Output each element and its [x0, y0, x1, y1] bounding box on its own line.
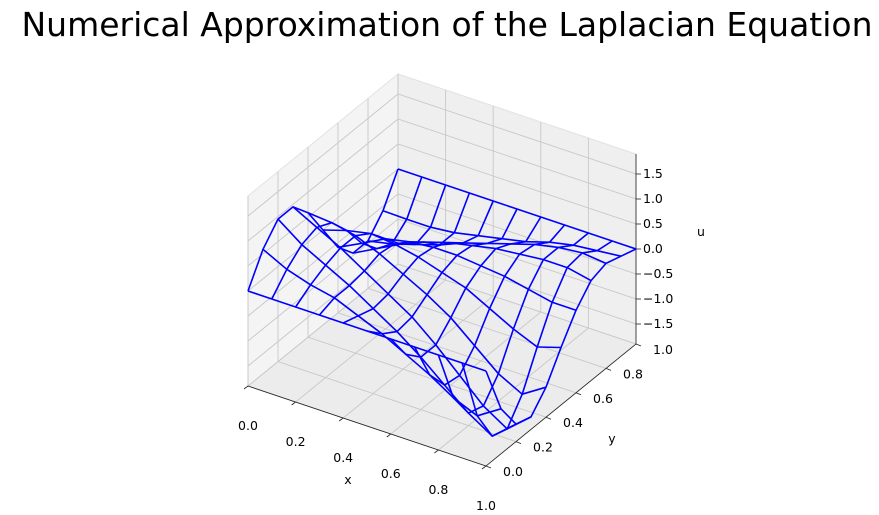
- wire-line-y: [382, 209, 622, 257]
- z-tick-label: 0.0: [643, 241, 663, 256]
- x-tick-label: 1.0: [476, 498, 496, 513]
- y-tick: [575, 392, 582, 396]
- y-tick-label: 0.4: [563, 415, 583, 430]
- z-gridline: [247, 218, 637, 342]
- wire-line-y: [337, 238, 577, 312]
- x-tick: [338, 417, 344, 422]
- wire-line-y: [322, 229, 562, 349]
- x-axis-label: x: [344, 472, 351, 487]
- z-gridline: [247, 93, 637, 217]
- y-tick-label: 0.8: [623, 366, 643, 381]
- y-gridline: [397, 74, 637, 345]
- z-axis-label: u: [697, 224, 705, 239]
- x-tick-label: 0.2: [286, 434, 306, 449]
- z-gridline: [247, 118, 637, 242]
- wire-line-y: [277, 218, 517, 437]
- y-gridline: [367, 98, 607, 369]
- x-tick: [291, 401, 296, 406]
- x-tick-label: 0.8: [428, 482, 448, 497]
- y-tick-label: 0.6: [593, 391, 613, 406]
- wire-line-y: [292, 206, 532, 430]
- y-tick: [545, 416, 552, 420]
- y-tick: [515, 441, 522, 444]
- z-tick-label: 0.5: [643, 216, 663, 231]
- y-gridline: [337, 122, 577, 394]
- wire-line-y: [397, 168, 637, 250]
- x-tick-label: 0.0: [238, 418, 258, 433]
- x-tick: [386, 433, 392, 438]
- y-tick: [485, 465, 492, 469]
- z-tick-label: 1.0: [643, 191, 663, 206]
- x-tick-label: 0.4: [333, 450, 353, 465]
- wire-line-y: [352, 241, 592, 282]
- x-tick: [481, 465, 487, 470]
- y-axis-label: y: [608, 431, 616, 446]
- x-tick: [434, 449, 439, 454]
- wire-line-y: [367, 240, 607, 265]
- y-tick-label: 1.0: [653, 342, 673, 357]
- z-tick-label: −1.0: [643, 291, 673, 306]
- chart-title: Numerical Approximation of the Laplacian…: [21, 5, 872, 44]
- y-axis-line: [485, 343, 637, 467]
- y-gridline: [277, 171, 517, 443]
- x-axis-line: [247, 385, 487, 467]
- y-tick: [635, 343, 642, 347]
- y-tick: [605, 368, 612, 371]
- x-tick-label: 0.6: [381, 466, 401, 481]
- x-tick: [243, 385, 249, 390]
- y-tick-label: 0.0: [503, 464, 523, 479]
- y-gridline: [307, 147, 547, 418]
- z-tick-label: 1.5: [643, 166, 663, 181]
- z-gridline: [247, 143, 637, 267]
- z-tick-label: −1.5: [643, 316, 673, 331]
- y-tick-label: 0.2: [533, 440, 553, 455]
- z-tick-label: −0.5: [643, 266, 673, 281]
